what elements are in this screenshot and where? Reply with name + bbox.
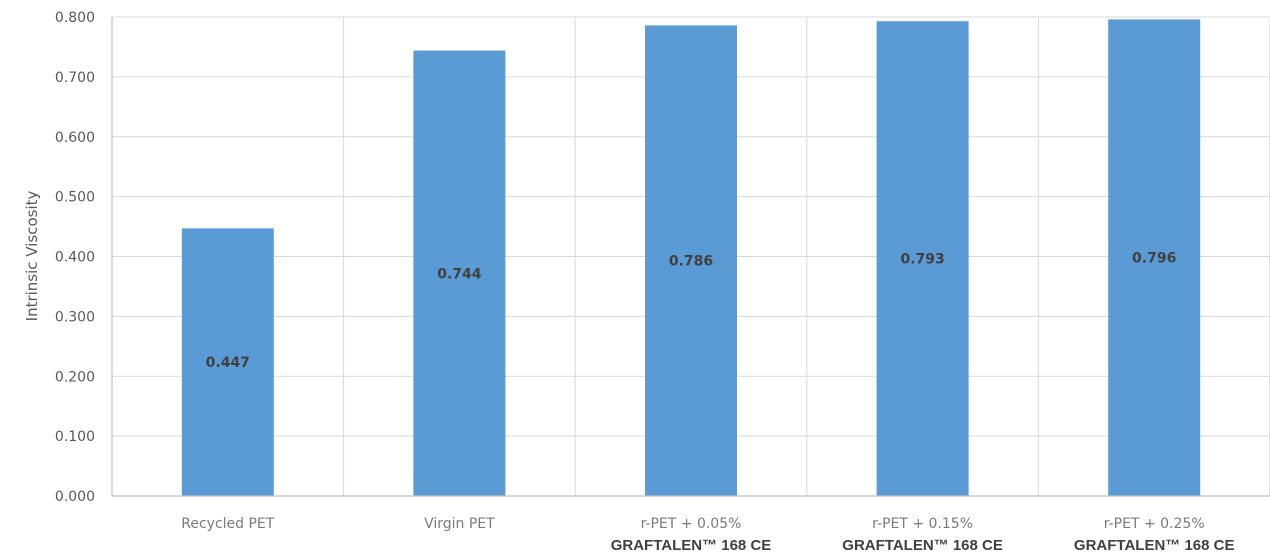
- y-tick-label: 0.000: [55, 489, 95, 505]
- data-labels: 0.447 0.744 0.786 0.793 0.796: [206, 251, 1177, 371]
- y-tick-label: 0.100: [55, 429, 95, 445]
- data-label: 0.786: [669, 254, 713, 270]
- bars: [181, 19, 1201, 497]
- y-tick-label: 0.700: [55, 70, 95, 86]
- y-tick-label: 0.800: [55, 10, 95, 26]
- y-tick-labels: 0.000 0.100 0.200 0.300 0.400 0.500 0.600 0.700…: [55, 10, 95, 505]
- x-tick-label: r-PET + 0.15%: [872, 516, 973, 532]
- x-tick-label: GRAFTALEN™ 168 CE: [1074, 537, 1235, 554]
- data-label: 0.447: [206, 355, 250, 371]
- bar: [181, 228, 274, 496]
- y-tick-label: 0.500: [55, 190, 95, 206]
- data-label: 0.744: [437, 266, 482, 282]
- y-axis-label: Intrinsic Viscosity: [23, 191, 41, 322]
- x-tick-label: Recycled PET: [181, 516, 275, 532]
- x-tick-label: r-PET + 0.25%: [1104, 516, 1205, 532]
- data-label: 0.796: [1132, 251, 1176, 267]
- y-tick-label: 0.600: [55, 130, 95, 146]
- bar: [876, 21, 969, 496]
- x-tick-label: r-PET + 0.05%: [641, 516, 742, 532]
- x-tick-label: Virgin PET: [424, 516, 495, 532]
- x-tick-label: GRAFTALEN™ 168 CE: [611, 537, 772, 554]
- axes: [111, 17, 1270, 497]
- bar: [413, 50, 506, 496]
- bar: [645, 25, 737, 496]
- x-tick-labels: Recycled PET Virgin PET r-PET + 0.05% GRAFT…: [181, 516, 1234, 554]
- y-tick-label: 0.400: [55, 250, 95, 266]
- data-label: 0.793: [900, 252, 944, 268]
- y-tick-label: 0.300: [55, 309, 95, 325]
- bar: [1108, 19, 1201, 497]
- y-tick-label: 0.200: [55, 369, 95, 385]
- x-tick-label: GRAFTALEN™ 168 CE: [842, 537, 1003, 554]
